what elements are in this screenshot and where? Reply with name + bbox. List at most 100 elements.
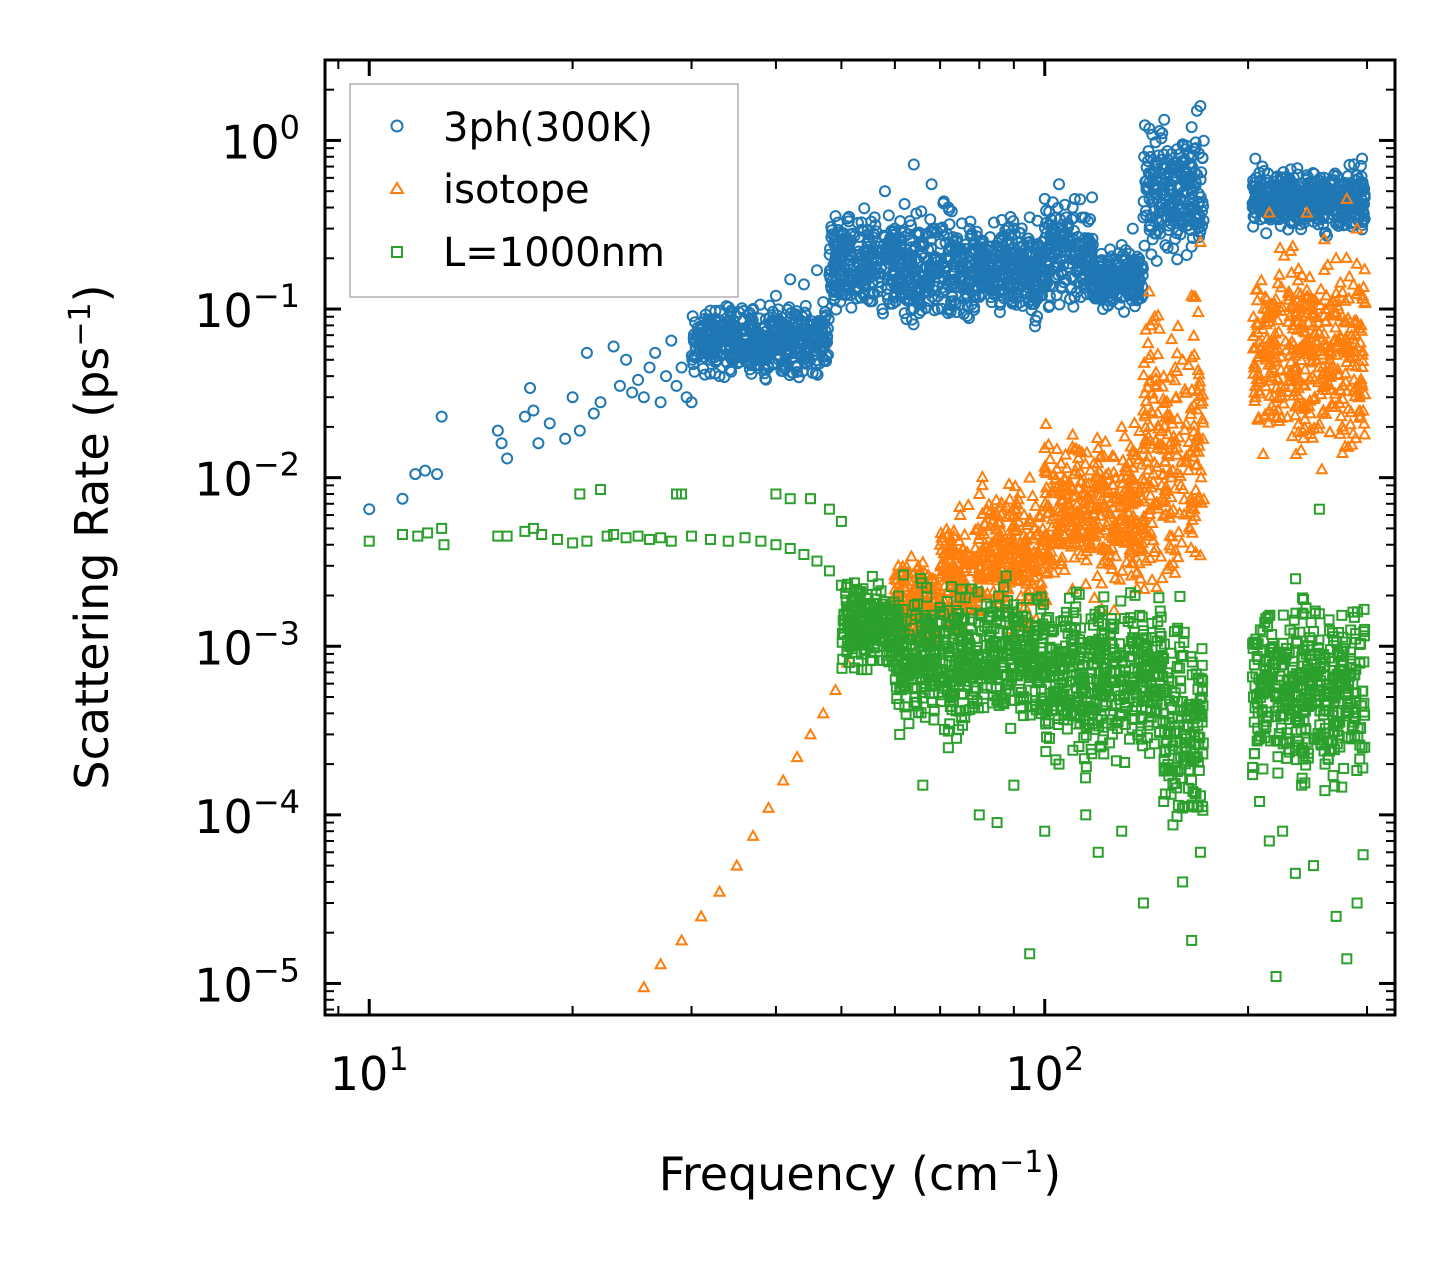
data-point [766, 305, 779, 318]
data-point [985, 296, 998, 309]
data-point [706, 335, 719, 348]
data-point [882, 253, 895, 266]
data-point [912, 298, 925, 311]
data-point [722, 301, 735, 314]
data-point [841, 212, 854, 225]
data-point [828, 235, 841, 248]
data-point [953, 298, 966, 311]
data-point [913, 307, 926, 320]
plot-area [363, 100, 1372, 993]
data-point [1056, 224, 1069, 237]
data-point [962, 312, 975, 325]
data-point [1074, 291, 1087, 304]
data-point [1082, 215, 1095, 228]
data-point [1029, 284, 1042, 297]
data-point [847, 274, 860, 287]
data-point [854, 277, 867, 290]
data-point [810, 354, 823, 367]
data-point [845, 301, 858, 314]
data-point [887, 267, 900, 280]
data-point [809, 367, 822, 380]
data-point [879, 230, 892, 243]
data-point [922, 279, 935, 292]
data-point [1058, 198, 1071, 211]
data-point [939, 251, 952, 264]
data-point [943, 218, 956, 231]
data-point [765, 339, 778, 352]
data-point [914, 285, 927, 298]
data-point [910, 207, 923, 220]
data-point [851, 216, 864, 229]
data-point [882, 248, 895, 261]
data-point [908, 261, 921, 274]
data-point [899, 249, 912, 262]
data-point [1013, 296, 1026, 309]
data-point [1053, 212, 1066, 225]
data-point [854, 263, 867, 276]
data-point [835, 228, 848, 241]
data-point [799, 299, 812, 312]
data-point [830, 303, 843, 316]
data-point [721, 322, 734, 335]
data-point [954, 260, 967, 273]
data-point [995, 214, 1008, 227]
data-point [745, 367, 758, 380]
data-point [926, 290, 939, 303]
data-point [786, 366, 799, 379]
data-point [724, 348, 737, 361]
data-point [870, 225, 883, 238]
data-point [931, 264, 944, 277]
data-point [785, 326, 798, 339]
data-point [1044, 248, 1057, 261]
data-point [829, 210, 842, 223]
data-point [1040, 277, 1053, 290]
data-point [773, 316, 786, 329]
data-point [923, 261, 936, 274]
data-point [1026, 259, 1039, 272]
data-point [1049, 271, 1062, 284]
data-point [1068, 192, 1081, 205]
data-point [1065, 246, 1078, 259]
data-point [945, 289, 958, 302]
data-point [781, 303, 794, 316]
data-point [706, 317, 719, 330]
data-point [701, 315, 714, 328]
data-point [799, 352, 812, 365]
data-point [900, 294, 913, 307]
data-point [686, 310, 699, 323]
data-point [883, 297, 896, 310]
data-point [1055, 280, 1068, 293]
data-point [1043, 299, 1056, 312]
data-point [928, 304, 941, 317]
data-point [1084, 213, 1097, 226]
data-point [899, 280, 912, 293]
data-point [1027, 286, 1040, 299]
data-point [1086, 191, 1099, 204]
data-point [1007, 295, 1020, 308]
data-point [827, 258, 840, 271]
data-point [753, 312, 766, 325]
data-point [745, 359, 758, 372]
data-point [1022, 296, 1035, 309]
data-point [1029, 320, 1042, 333]
data-point [950, 306, 963, 319]
data-point [858, 202, 871, 215]
data-point [735, 302, 748, 315]
data-point [872, 267, 885, 280]
data-point [1025, 304, 1038, 317]
data-point [975, 277, 988, 290]
data-point [817, 334, 830, 347]
data-point [740, 332, 753, 345]
data-point [799, 357, 812, 370]
data-point [942, 273, 955, 286]
data-point [898, 230, 911, 243]
data-point [925, 242, 938, 255]
data-point [962, 266, 975, 279]
data-point [931, 280, 944, 293]
data-point [792, 342, 805, 355]
data-point [936, 281, 949, 294]
data-point [726, 355, 739, 368]
data-point [1055, 268, 1068, 281]
data-point [913, 228, 926, 241]
